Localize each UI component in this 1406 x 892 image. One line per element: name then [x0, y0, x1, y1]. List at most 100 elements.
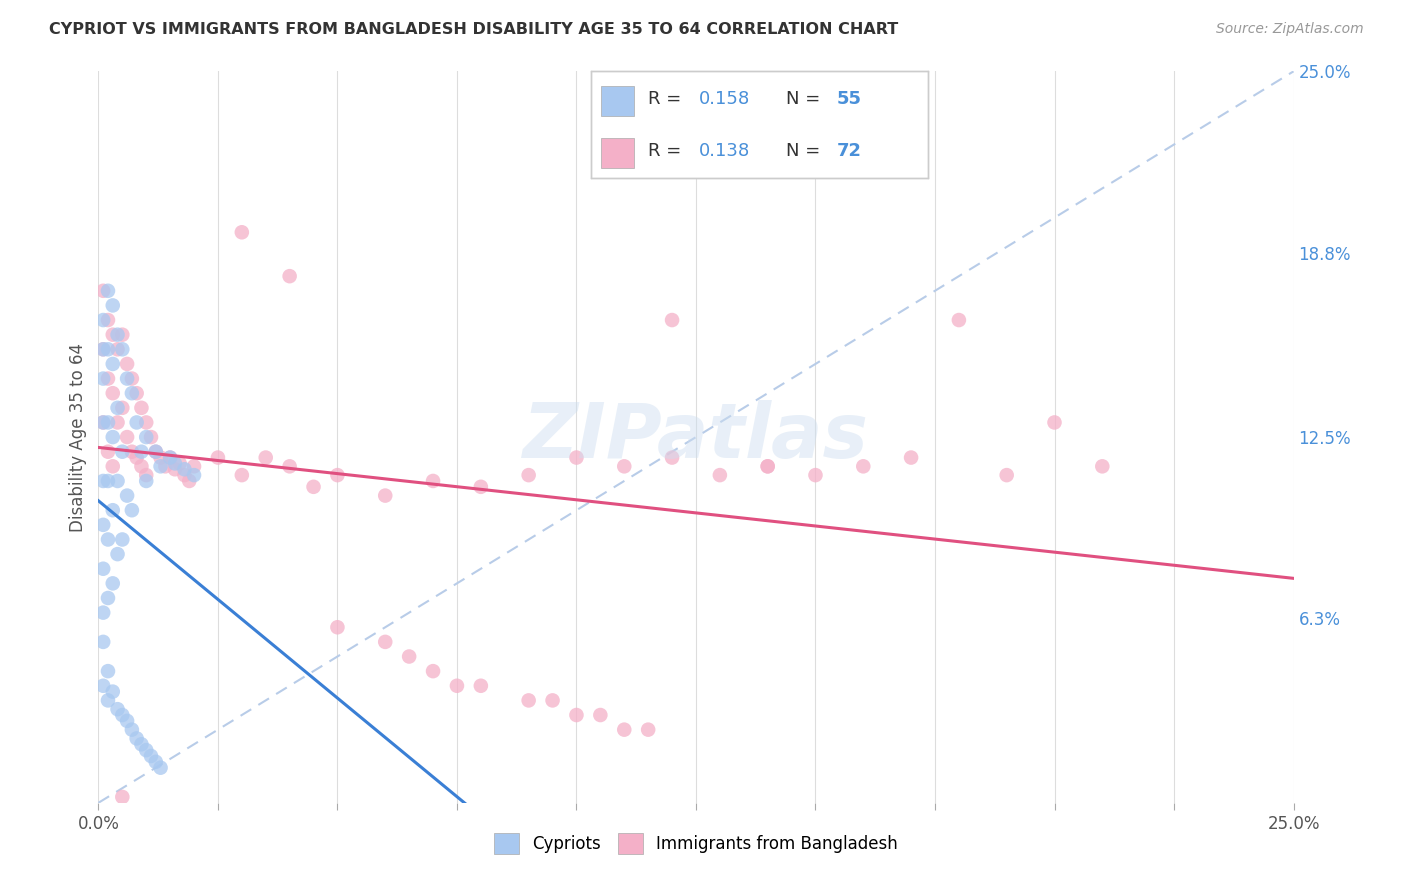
Point	[101, 357, 124, 371]
Point	[637, 723, 659, 737]
Point	[149, 450, 172, 465]
Text: R =: R =	[648, 90, 688, 108]
Text: 72: 72	[837, 142, 862, 160]
Text: N =: N =	[786, 90, 827, 108]
Point	[91, 635, 114, 649]
Point	[470, 679, 492, 693]
Point	[121, 503, 143, 517]
Point	[107, 474, 129, 488]
Point	[131, 737, 153, 751]
Point	[207, 450, 229, 465]
Point	[97, 533, 120, 547]
Point	[183, 468, 205, 483]
Point	[111, 343, 134, 357]
Point	[517, 468, 540, 483]
Point	[1091, 459, 1114, 474]
Point	[111, 533, 134, 547]
Point	[948, 313, 970, 327]
Point	[91, 517, 114, 532]
Point	[565, 708, 588, 723]
Point	[470, 480, 492, 494]
Point	[589, 708, 612, 723]
Point	[1043, 416, 1066, 430]
Point	[101, 576, 124, 591]
Point	[852, 459, 875, 474]
Point	[173, 462, 195, 476]
Point	[900, 450, 922, 465]
Point	[101, 503, 124, 517]
Point	[131, 444, 153, 458]
Text: N =: N =	[786, 142, 827, 160]
Text: 0.138: 0.138	[699, 142, 749, 160]
Point	[231, 225, 253, 239]
Point	[115, 489, 138, 503]
Text: R =: R =	[648, 142, 688, 160]
Point	[91, 371, 114, 385]
Point	[91, 313, 114, 327]
Point	[91, 343, 114, 357]
Point	[231, 468, 253, 483]
Point	[101, 430, 124, 444]
Point	[995, 468, 1018, 483]
Point	[326, 620, 349, 634]
Point	[97, 416, 120, 430]
Point	[97, 371, 120, 385]
Point	[111, 444, 134, 458]
Point	[91, 284, 114, 298]
Point	[517, 693, 540, 707]
Point	[115, 714, 138, 728]
Point	[125, 731, 148, 746]
Point	[756, 459, 779, 474]
Point	[91, 606, 114, 620]
Point	[91, 474, 114, 488]
Point	[135, 468, 157, 483]
Point	[97, 664, 120, 678]
Point	[709, 468, 731, 483]
Point	[661, 313, 683, 327]
Point	[169, 457, 191, 471]
Point	[121, 371, 143, 385]
Point	[173, 468, 195, 483]
Point	[97, 313, 120, 327]
Point	[565, 450, 588, 465]
Point	[135, 416, 157, 430]
Point	[91, 343, 114, 357]
Point	[446, 679, 468, 693]
Point	[91, 416, 114, 430]
Point	[125, 416, 148, 430]
Point	[135, 743, 157, 757]
Point	[131, 459, 153, 474]
Point	[398, 649, 420, 664]
Point	[101, 684, 124, 698]
Point	[107, 343, 129, 357]
Bar	[600, 87, 634, 116]
Point	[145, 755, 167, 769]
Bar	[600, 137, 634, 168]
Point	[97, 693, 120, 707]
Point	[374, 635, 396, 649]
Point	[97, 444, 120, 458]
Point	[135, 430, 157, 444]
Text: Source: ZipAtlas.com: Source: ZipAtlas.com	[1216, 22, 1364, 37]
Point	[756, 459, 779, 474]
Text: CYPRIOT VS IMMIGRANTS FROM BANGLADESH DISABILITY AGE 35 TO 64 CORRELATION CHART: CYPRIOT VS IMMIGRANTS FROM BANGLADESH DI…	[49, 22, 898, 37]
Point	[101, 459, 124, 474]
Point	[131, 401, 153, 415]
Point	[163, 462, 186, 476]
Point	[111, 708, 134, 723]
Point	[302, 480, 325, 494]
Point	[121, 386, 143, 401]
Point	[91, 416, 114, 430]
Point	[135, 474, 157, 488]
Text: 0.158: 0.158	[699, 90, 749, 108]
Point	[139, 430, 162, 444]
Point	[97, 474, 120, 488]
Point	[91, 679, 114, 693]
Text: ZIPatlas: ZIPatlas	[523, 401, 869, 474]
Text: 55: 55	[837, 90, 862, 108]
Point	[149, 761, 172, 775]
Point	[422, 474, 444, 488]
Point	[101, 327, 124, 342]
Point	[121, 723, 143, 737]
Point	[661, 450, 683, 465]
